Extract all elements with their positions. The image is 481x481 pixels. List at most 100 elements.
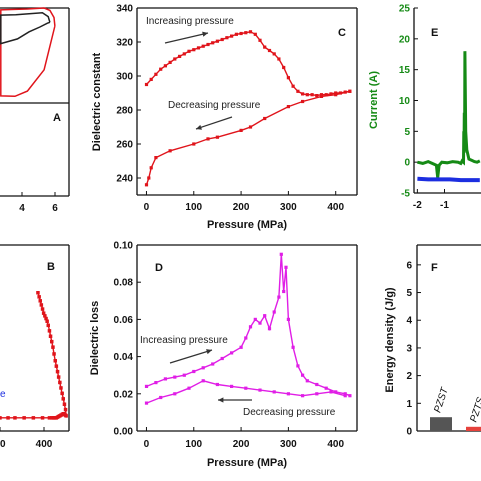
y-tick-label: 240 — [116, 174, 133, 185]
panel-c-series-0-point — [239, 31, 243, 36]
panel-c-series-0-point — [234, 32, 238, 36]
y-tick-label: 300 — [116, 72, 133, 83]
panel-d-series-0-point — [154, 381, 158, 385]
panel-c-series-0-point — [258, 38, 262, 42]
panel-c-series-0-point — [215, 39, 219, 43]
panel-b-series-point — [47, 329, 52, 333]
panel-b-series-point — [64, 414, 68, 418]
panel-c-series-1-line — [145, 90, 351, 186]
panel-b-series-point — [6, 416, 10, 420]
annotation-increasing: Increasing pressure — [140, 335, 228, 346]
arrow-decreasing-shaft — [195, 116, 233, 130]
panel-b-series-point — [52, 352, 56, 356]
panel-b-series-point — [46, 323, 50, 328]
panel-b-series-point — [37, 295, 41, 299]
panel-c-series-0-point — [329, 92, 333, 96]
x-tick-label: 200 — [233, 439, 250, 450]
panel-f-bar — [430, 417, 452, 431]
panel-c-series-0-point — [263, 45, 267, 49]
panel-b-series-point — [13, 416, 17, 420]
y-tick-label: 0.02 — [114, 389, 134, 400]
panel-d-series-0-point — [163, 377, 167, 381]
panel-c-series-0-point — [173, 57, 177, 61]
panel-d-series-0-point — [144, 384, 149, 388]
panel-d-series-0-point — [284, 265, 288, 269]
panel-c-series-1-point — [334, 93, 338, 97]
panel-c-series-0-point — [149, 77, 153, 81]
panel-d-series-0-point — [286, 317, 290, 321]
panel-d-series-0-point — [248, 325, 253, 329]
panel-d-series-1-point — [215, 382, 219, 387]
panel-d-series-1-point — [144, 401, 149, 405]
panel-d-series-0-point — [282, 289, 286, 294]
panel-d-series-0-point — [267, 327, 272, 331]
panel-c-series-0-point — [154, 72, 158, 76]
y-axis-label: Dielectric loss — [89, 301, 101, 376]
y-tick-label: 0.06 — [114, 315, 134, 326]
y-tick-label: 0.08 — [114, 278, 134, 289]
panel-f-bar — [466, 426, 481, 431]
panel-c-series-0-point — [201, 44, 205, 48]
panel-e-series-1 — [417, 176, 480, 183]
panel-d-series-1-point — [258, 388, 262, 392]
panel-b-series-point — [38, 299, 42, 303]
panel-f-bar-label: PZTS — [468, 396, 481, 424]
annotation-decreasing: Decreasing pressure — [243, 407, 336, 418]
arrow-decreasing-head — [218, 397, 224, 403]
panel-d-series-0-point — [334, 390, 338, 394]
panel-c-series-0-point — [253, 32, 257, 36]
annotation-increasing: Increasing pressure — [146, 16, 234, 27]
panel-d-series-1-point — [230, 384, 234, 388]
panel-d-series-1-point — [329, 390, 333, 394]
panel-d-series-1-point — [343, 394, 347, 398]
panel-d-series-0-point — [343, 392, 347, 396]
panel-c-series-0-point — [319, 93, 324, 97]
panel-b-series-point — [31, 416, 36, 420]
panel-d-series-1-point — [244, 386, 248, 390]
panel-a-label: A — [53, 112, 61, 124]
y-tick-label: 5 — [404, 127, 410, 138]
y-tick-label: 15 — [399, 65, 411, 76]
y-tick-label: 4 — [406, 316, 412, 327]
panel-c-series-1-point — [319, 94, 324, 98]
panel-c-series-0-point — [182, 52, 186, 56]
x-tick-label: 200 — [233, 202, 250, 213]
panel-b-series-point — [41, 311, 46, 315]
panel-d-series-0-line — [146, 254, 351, 397]
panel-d-series-0-point — [272, 310, 276, 314]
panel-c: 0 100 200 300 400 240 260 280 300 320 340 Pressure … — [91, 4, 358, 231]
panel-b-series-point — [48, 334, 53, 338]
panel-b-series-point — [55, 369, 60, 374]
panel-c-series-0-point — [225, 36, 229, 40]
panel-c-series-0-point — [286, 76, 290, 80]
panel-c-series-0-point — [206, 42, 210, 47]
panel-c-series-1-point — [149, 166, 153, 170]
panel-c-series-0-point — [310, 93, 314, 97]
panel-c-series-0-point — [267, 48, 272, 53]
panel-e-label: E — [431, 27, 438, 39]
panel-d-series-0-point — [279, 252, 283, 256]
panel-e-series-0 — [417, 51, 481, 178]
panel-d-series-0-point — [315, 382, 319, 387]
panel-c-series-0-point — [163, 64, 167, 68]
x-tick-label: 400 — [327, 202, 344, 213]
panel-d: 0 100 200 300 400 0.00 0.02 0.04 0.06 0.08 0.10 Pre… — [89, 241, 358, 469]
panel-d-series-0-point — [239, 345, 243, 349]
panel-c-series-0-point — [192, 48, 196, 52]
panel-d-series-0-point — [253, 317, 257, 321]
panel-e: -5 0 5 10 15 20 25 -2 -1 Current (A) E — [368, 4, 481, 211]
panel-f-bar-label: PZST — [432, 386, 451, 415]
panel-d-series-1-point — [272, 390, 276, 394]
panel-c-series-0-point — [248, 30, 253, 34]
arrow-increasing-shaft — [164, 32, 209, 44]
panel-b-label: B — [47, 261, 55, 273]
panel-c-series-1-point — [348, 89, 352, 93]
panel-a-loop-1 — [0, 12, 51, 45]
x-tick-label: 100 — [185, 202, 202, 213]
panel-d-series-1-point — [286, 392, 290, 396]
panel-d-series-1-point — [301, 394, 305, 398]
panel-b-series-point — [51, 345, 55, 349]
panel-c-series-1-point — [263, 116, 267, 121]
panel-c-series-0-point — [334, 91, 338, 95]
x-axis-label: Pressure (MPa) — [207, 219, 287, 231]
